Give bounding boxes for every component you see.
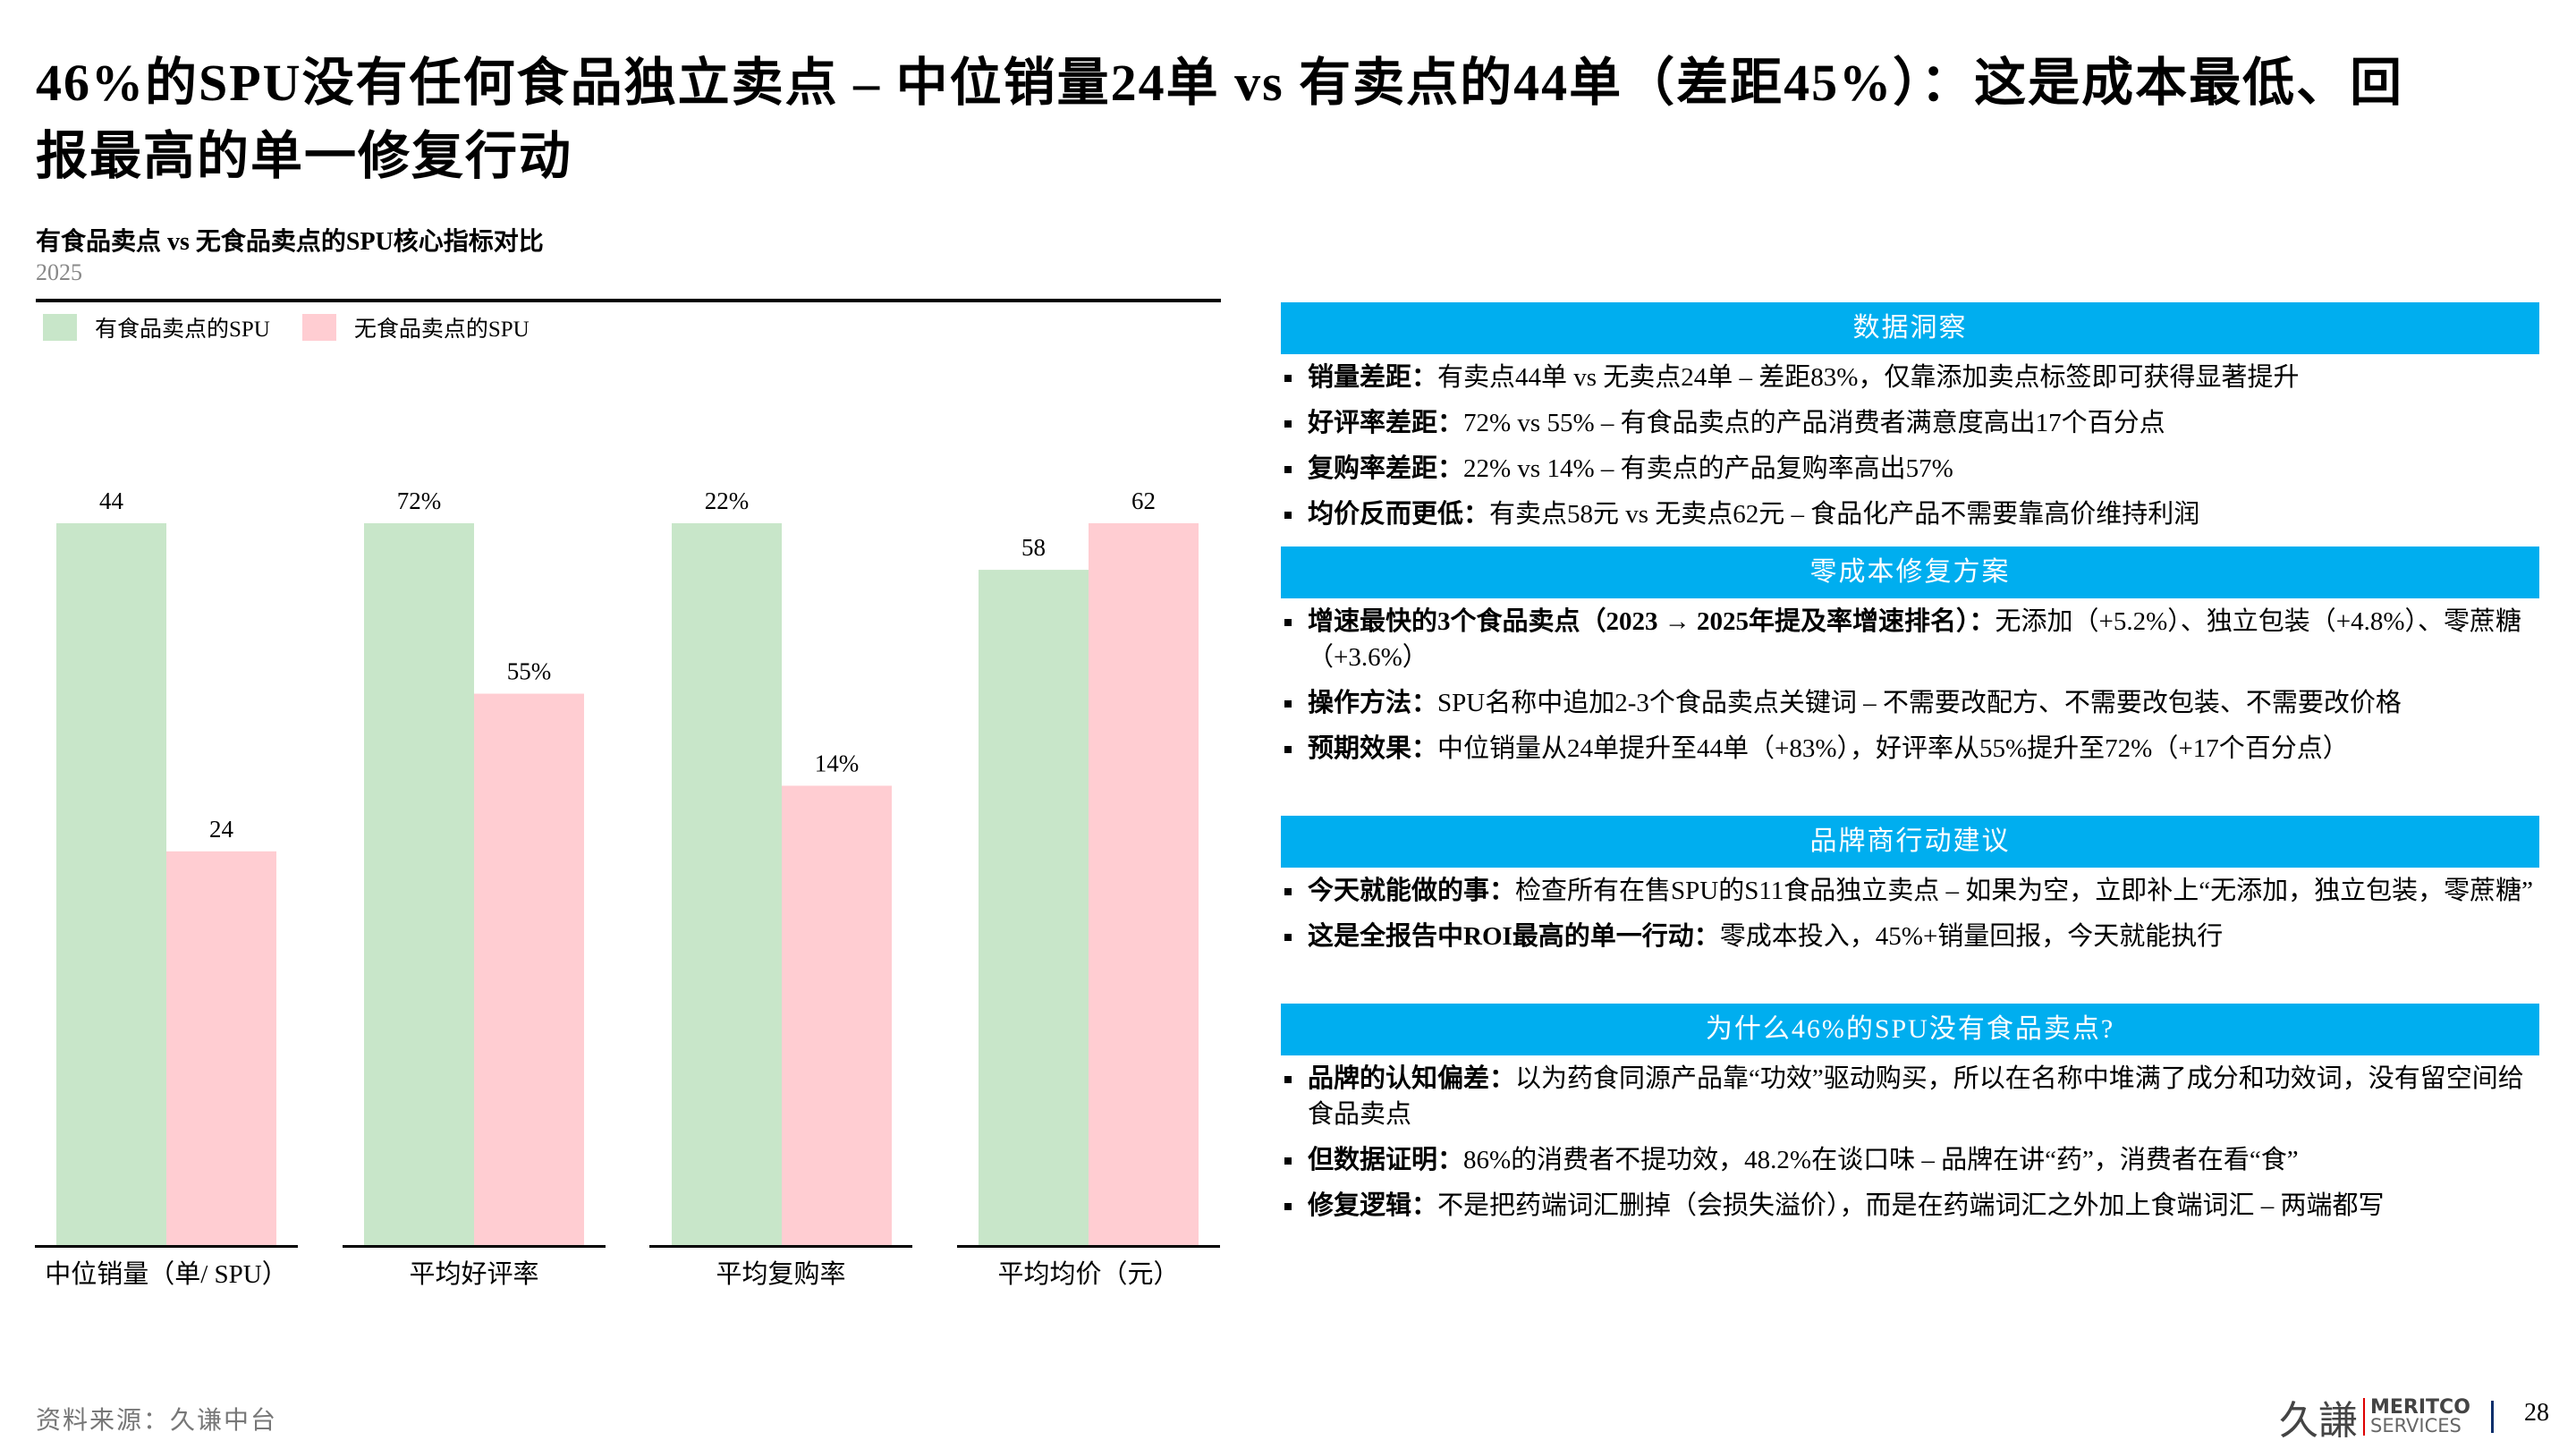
list-item: 今天就能做的事：检查所有在售SPU的S11食品独立卖点 – 如果为空，立即补上“… bbox=[1281, 873, 2539, 909]
bar-chart: 44 24 中位销量（单/ SPU） 72% 55% 平均好评率 22% 14% 平均复购率 58… bbox=[35, 487, 1220, 1289]
category-label: 平均好评率 bbox=[409, 1259, 538, 1289]
item-label: 今天就能做的事： bbox=[1308, 877, 1516, 905]
legend-label-with: 有食品卖点的SPU bbox=[95, 318, 270, 342]
item-text: 72% vs 55% – 有食品卖点的产品消费者满意度高出17个百分点 bbox=[1463, 409, 2165, 437]
item-text: 86%的消费者不提功效，48.2%在谈口味 – 品牌在讲“药”，消费者在看“食” bbox=[1463, 1146, 2299, 1174]
bar bbox=[56, 523, 166, 1245]
logo-en: MERITCO SERVICES bbox=[2370, 1396, 2470, 1436]
list-item: 品牌的认知偏差：以为药食同源产品靠“功效”驱动购买，所以在名称中堆满了成分和功效… bbox=[1281, 1061, 2539, 1132]
item-label: 增速最快的3个食品卖点（2023 → 2025年提及率增速排名）： bbox=[1308, 607, 1996, 636]
item-label: 销量差距： bbox=[1308, 363, 1438, 392]
legend-label-without: 无食品卖点的SPU bbox=[353, 318, 530, 342]
category-label: 平均复购率 bbox=[716, 1259, 845, 1289]
logo-en-line1: MERITCO bbox=[2370, 1396, 2470, 1419]
section-fix-plan: 零成本修复方案 增速最快的3个食品卖点（2023 → 2025年提及率增速排名）… bbox=[1281, 547, 2539, 776]
data-label: 24 bbox=[209, 816, 234, 843]
data-label: 22% bbox=[705, 487, 750, 514]
bullet-list: 品牌的认知偏差：以为药食同源产品靠“功效”驱动购买，所以在名称中堆满了成分和功效… bbox=[1281, 1055, 2539, 1224]
chart-title: 有食品卖点 vs 无食品卖点的SPU核心指标对比 bbox=[36, 228, 544, 256]
axis-line bbox=[35, 1245, 298, 1248]
section-brand-actions: 品牌商行动建议 今天就能做的事：检查所有在售SPU的S11食品独立卖点 – 如果… bbox=[1281, 816, 2539, 964]
divider bbox=[36, 299, 1221, 302]
section-header: 品牌商行动建议 bbox=[1281, 816, 2539, 868]
item-label: 均价反而更低： bbox=[1308, 500, 1490, 529]
list-item: 复购率差距：22% vs 14% – 有卖点的产品复购率高出57% bbox=[1281, 451, 2539, 487]
list-item: 操作方法：SPU名称中追加2-3个食品卖点关键词 – 不需要改配方、不需要改包装… bbox=[1281, 685, 2539, 721]
meritco-logo: 久謙 MERITCO SERVICES bbox=[2279, 1388, 2470, 1445]
item-label: 这是全报告中ROI最高的单一行动： bbox=[1308, 922, 1720, 951]
list-item: 增速最快的3个食品卖点（2023 → 2025年提及率增速排名）：无添加（+5.… bbox=[1281, 604, 2539, 675]
item-text: SPU名称中追加2-3个食品卖点关键词 – 不需要改配方、不需要改包装、不需要改… bbox=[1437, 689, 2402, 717]
bar bbox=[979, 570, 1089, 1245]
section-header: 为什么46%的SPU没有食品卖点? bbox=[1281, 1004, 2539, 1055]
axis-line bbox=[649, 1245, 912, 1248]
bar bbox=[166, 851, 276, 1245]
legend-swatch-without bbox=[301, 314, 336, 341]
section-header: 数据洞察 bbox=[1281, 302, 2539, 354]
list-item: 好评率差距：72% vs 55% – 有食品卖点的产品消费者满意度高出17个百分… bbox=[1281, 405, 2539, 441]
list-item: 这是全报告中ROI最高的单一行动：零成本投入，45%+销量回报，今天就能执行 bbox=[1281, 919, 2539, 954]
item-label: 品牌的认知偏差： bbox=[1308, 1064, 1516, 1093]
category-label: 中位销量（单/ SPU） bbox=[45, 1259, 288, 1289]
data-label: 44 bbox=[99, 487, 124, 514]
item-text: 检查所有在售SPU的S11食品独立卖点 – 如果为空，立即补上“无添加，独立包装… bbox=[1515, 877, 2534, 905]
item-text: 无添加（+5.2%）、独立包装（+4.8%）、零蔗糖（+3.6%） bbox=[1308, 607, 2522, 672]
list-item: 修复逻辑：不是把药端词汇删掉（会损失溢价），而是在药端词汇之外加上食端词汇 – … bbox=[1281, 1188, 2539, 1224]
data-label: 58 bbox=[1021, 534, 1046, 561]
bar bbox=[782, 785, 892, 1245]
item-text: 有卖点58元 vs 无卖点62元 – 食品化产品不需要靠高价维持利润 bbox=[1489, 500, 2200, 529]
legend-swatch-with bbox=[43, 314, 77, 341]
item-text: 以为药食同源产品靠“功效”驱动购买，所以在名称中堆满了成分和功效词，没有留空间给… bbox=[1308, 1064, 2524, 1129]
logo-cn: 久謙 bbox=[2279, 1398, 2358, 1444]
logo-divider bbox=[2363, 1398, 2365, 1436]
item-text: 中位销量从24单提升至44单（+83%），好评率从55%提升至72%（+17个百… bbox=[1437, 734, 2349, 763]
axis-line bbox=[343, 1245, 606, 1248]
list-item: 预期效果：中位销量从24单提升至44单（+83%），好评率从55%提升至72%（… bbox=[1281, 731, 2539, 767]
chart-subtitle: 2025 bbox=[36, 259, 82, 285]
bullet-list: 增速最快的3个食品卖点（2023 → 2025年提及率增速排名）：无添加（+5.… bbox=[1281, 598, 2539, 767]
category-label: 平均均价（元） bbox=[997, 1259, 1179, 1289]
page-title: 46%的SPU没有任何食品独立卖点 – 中位销量24单 vs 有卖点的44单（差… bbox=[36, 54, 2404, 185]
item-label: 但数据证明： bbox=[1308, 1146, 1464, 1174]
section-why: 为什么46%的SPU没有食品卖点? 品牌的认知偏差：以为药食同源产品靠“功效”驱… bbox=[1281, 1004, 2539, 1233]
bar bbox=[1089, 523, 1199, 1245]
source-note: 资料来源：久谦中台 bbox=[36, 1407, 278, 1435]
list-item: 均价反而更低：有卖点58元 vs 无卖点62元 – 食品化产品不需要靠高价维持利… bbox=[1281, 496, 2539, 532]
list-item: 但数据证明：86%的消费者不提功效，48.2%在谈口味 – 品牌在讲“药”，消费… bbox=[1281, 1142, 2539, 1178]
data-label: 62 bbox=[1131, 487, 1156, 514]
section-insights: 数据洞察 销量差距：有卖点44单 vs 无卖点24单 – 差距83%，仅靠添加卖… bbox=[1281, 302, 2539, 542]
item-label: 好评率差距： bbox=[1308, 409, 1464, 437]
data-label: 55% bbox=[507, 658, 552, 685]
item-text: 有卖点44单 vs 无卖点24单 – 差距83%，仅靠添加卖点标签即可获得显著提… bbox=[1437, 363, 2300, 392]
page-number: 28 bbox=[2524, 1399, 2549, 1427]
item-text: 不是把药端词汇删掉（会损失溢价），而是在药端词汇之外加上食端词汇 – 两端都写 bbox=[1437, 1191, 2385, 1220]
list-item: 销量差距：有卖点44单 vs 无卖点24单 – 差距83%，仅靠添加卖点标签即可… bbox=[1281, 360, 2539, 395]
data-label: 72% bbox=[397, 487, 442, 514]
logo-en-line2: SERVICES bbox=[2370, 1415, 2462, 1436]
bar bbox=[474, 693, 584, 1245]
bullet-list: 销量差距：有卖点44单 vs 无卖点24单 – 差距83%，仅靠添加卖点标签即可… bbox=[1281, 354, 2539, 532]
data-label: 14% bbox=[815, 750, 860, 776]
chart-legend: 有食品卖点的SPU 无食品卖点的SPU bbox=[43, 311, 562, 343]
bullet-list: 今天就能做的事：检查所有在售SPU的S11食品独立卖点 – 如果为空，立即补上“… bbox=[1281, 868, 2539, 954]
bar bbox=[672, 523, 782, 1245]
item-text: 22% vs 14% – 有卖点的产品复购率高出57% bbox=[1463, 454, 1953, 483]
item-label: 修复逻辑： bbox=[1308, 1191, 1438, 1220]
item-text: 零成本投入，45%+销量回报，今天就能执行 bbox=[1719, 922, 2224, 951]
axis-line bbox=[957, 1245, 1220, 1248]
section-header: 零成本修复方案 bbox=[1281, 547, 2539, 598]
bar bbox=[364, 523, 474, 1245]
page-separator bbox=[2491, 1401, 2494, 1433]
item-label: 复购率差距： bbox=[1308, 454, 1464, 483]
item-label: 预期效果： bbox=[1308, 734, 1438, 763]
item-label: 操作方法： bbox=[1308, 689, 1438, 717]
